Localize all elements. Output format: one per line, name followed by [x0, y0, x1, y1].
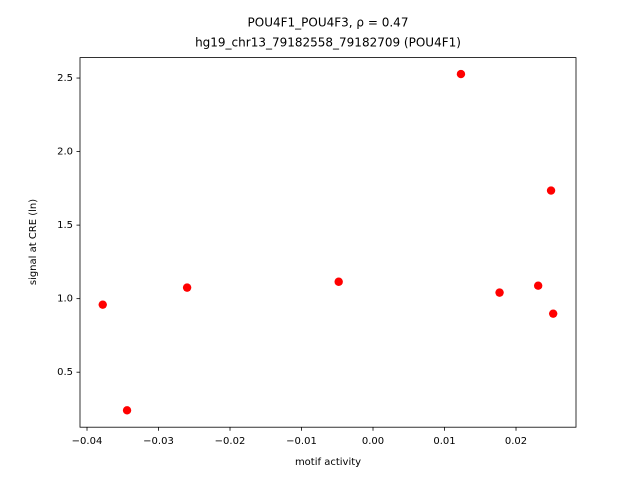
chart-title: POU4F1_POU4F3, ρ = 0.47	[248, 16, 409, 30]
point	[182, 283, 192, 292]
x-tick-label: 0.00	[362, 436, 384, 447]
point	[533, 281, 543, 290]
point	[495, 288, 504, 297]
x-tick-label: 0.02	[505, 436, 527, 447]
point	[122, 406, 132, 415]
point	[546, 186, 556, 195]
point	[98, 300, 107, 309]
y-tick-label: 2.5	[57, 73, 73, 84]
x-axis-label: motif activity	[295, 457, 361, 468]
chart-subtitle: hg19_chr13_79182558_79182709 (POU4F1)	[195, 36, 461, 50]
point	[334, 277, 343, 286]
y-tick-label: 0.5	[57, 367, 73, 378]
x-tick-label: −0.03	[143, 436, 174, 447]
y-tick-label: 2.0	[57, 147, 73, 158]
x-tick-label: 0.01	[433, 436, 455, 447]
x-tick-label: −0.04	[72, 436, 103, 447]
x-tick-label: −0.01	[286, 436, 317, 447]
y-axis-label: signal at CRE (ln)	[28, 199, 39, 285]
point	[548, 309, 558, 318]
x-tick-label: −0.02	[215, 436, 246, 447]
y-tick-label: 1.5	[57, 220, 73, 231]
point	[456, 69, 466, 79]
y-tick-label: 1.0	[57, 294, 73, 305]
plot-frame	[79, 57, 577, 428]
